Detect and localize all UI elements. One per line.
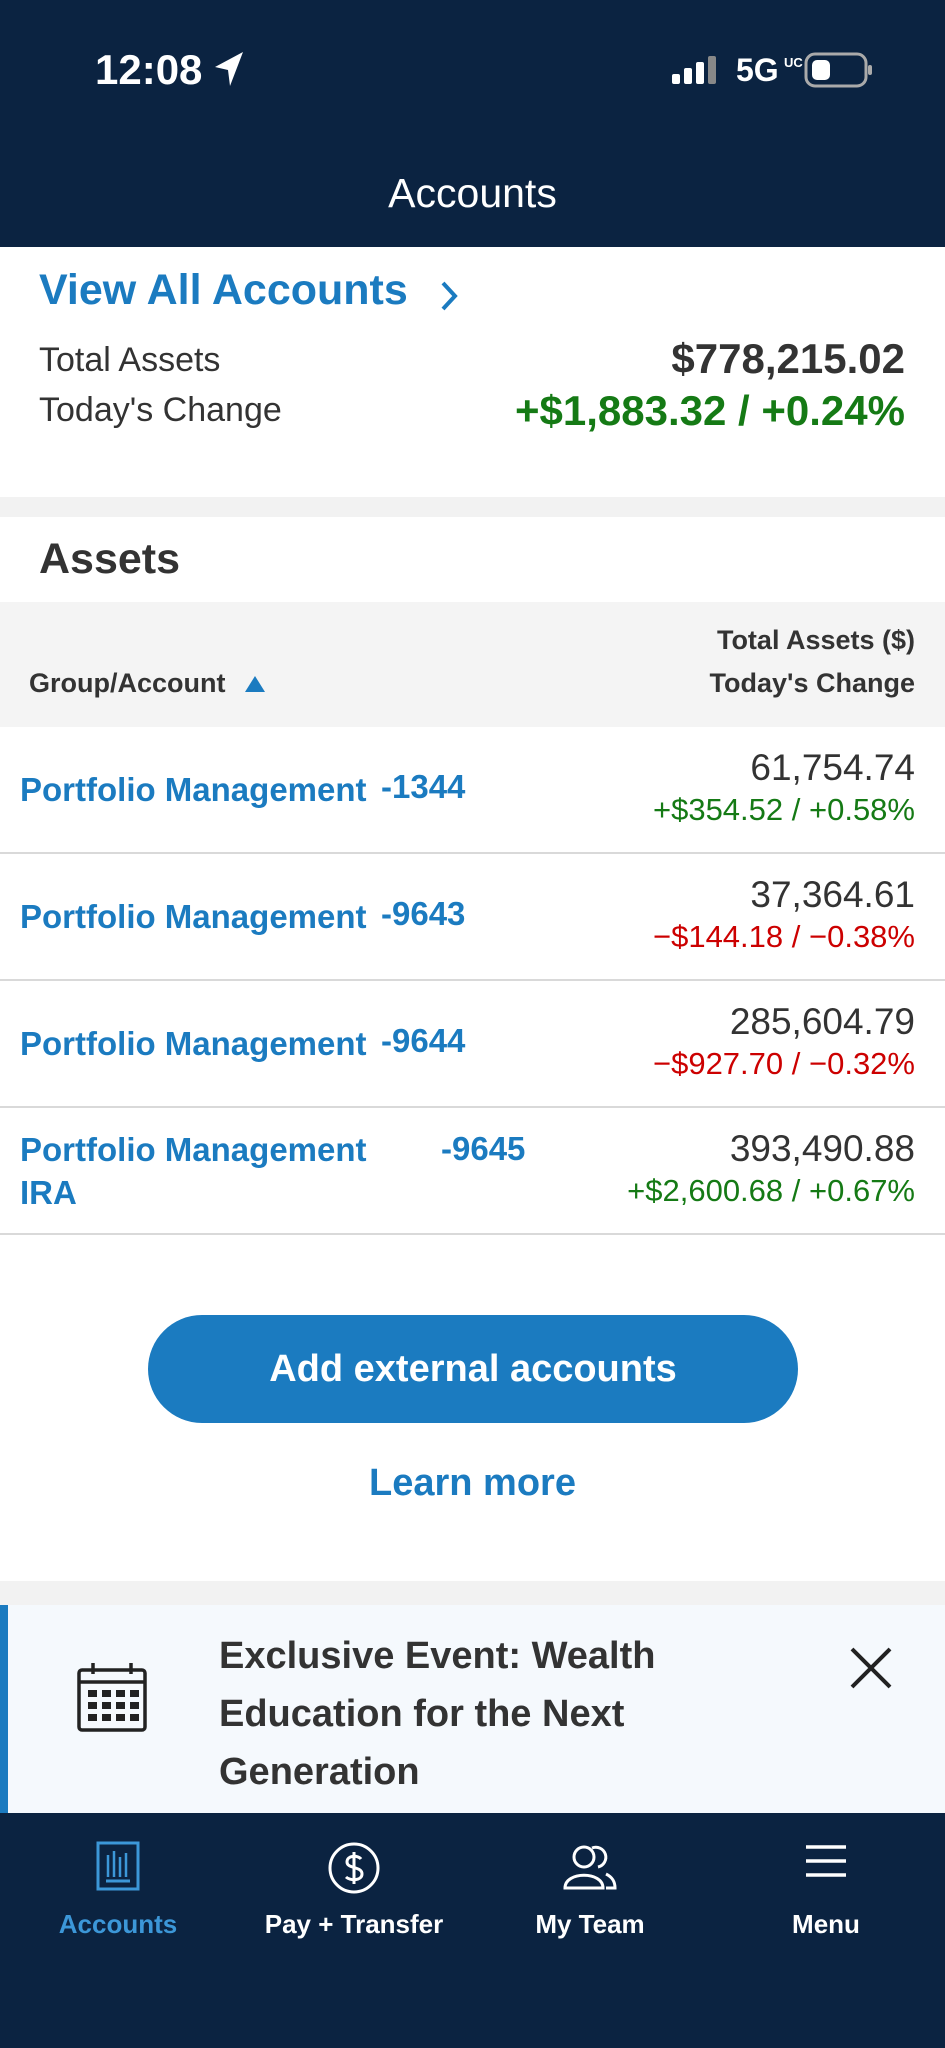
calendar-icon xyxy=(77,1663,147,1732)
nav-item[interactable]: My Team xyxy=(472,1813,708,1963)
nav-label[interactable]: Menu xyxy=(792,1909,860,1939)
header-title: Accounts xyxy=(388,170,557,216)
separator xyxy=(0,497,945,517)
col-total: Total Assets ($) xyxy=(716,625,915,655)
banner-text: Exclusive Event: Wealth Education for th… xyxy=(219,1635,656,1793)
account-number[interactable]: -9645 xyxy=(441,1130,526,1167)
account-row[interactable]: Portfolio Management -9644 285,604.79 −$927… xyxy=(0,981,945,1108)
table-header: Group/Account Total Assets ($) Today's C… xyxy=(0,602,945,727)
chevron-icon[interactable] xyxy=(438,278,462,314)
location-icon xyxy=(215,52,243,86)
account-row[interactable]: Portfolio Management -1344 61,754.74 +$354.… xyxy=(0,727,945,854)
account-number[interactable]: -1344 xyxy=(381,768,466,805)
account-change: −$144.18 / −0.38% xyxy=(652,919,915,954)
account-value: 393,490.88 xyxy=(729,1128,915,1169)
account-row[interactable]: Portfolio Management IRA -9645 393,490.88 +… xyxy=(0,1108,945,1235)
battery-icon xyxy=(804,52,872,88)
nav-icon[interactable] xyxy=(236,1841,472,1900)
nav-item[interactable]: Menu xyxy=(708,1813,944,1963)
banner: Exclusive Event: Wealth Education for th… xyxy=(0,1605,945,1813)
account-number[interactable]: -9643 xyxy=(381,895,466,932)
sort-icon[interactable] xyxy=(244,674,266,694)
account-name[interactable]: Portfolio Management xyxy=(20,771,367,808)
nav-item[interactable]: Accounts xyxy=(0,1813,236,1963)
change-label: Today's Change xyxy=(39,391,282,429)
account-number[interactable]: -9644 xyxy=(381,1022,466,1059)
close-icon[interactable] xyxy=(848,1645,894,1691)
total-label: Total Assets xyxy=(39,341,221,379)
network: 5G xyxy=(736,52,779,88)
nav-icon[interactable] xyxy=(0,1841,236,1896)
account-value: 37,364.61 xyxy=(750,874,915,915)
view-all-link[interactable]: View All Accounts xyxy=(39,266,408,314)
nav-label[interactable]: Accounts xyxy=(58,1909,178,1939)
account-name[interactable]: Portfolio Management xyxy=(20,898,367,935)
account-change: +$2,600.68 / +0.67% xyxy=(627,1173,915,1208)
account-value: 285,604.79 xyxy=(729,1001,915,1042)
account-name[interactable]: Portfolio Management xyxy=(20,1025,367,1062)
assets-heading: Assets xyxy=(39,535,181,583)
nav-icon[interactable] xyxy=(472,1841,708,1896)
top-bar: 12:08 5G UC Accounts xyxy=(0,0,945,247)
account-name[interactable]: Portfolio Management IRA xyxy=(20,1131,367,1211)
account-change: −$927.70 / −0.32% xyxy=(652,1046,915,1081)
account-value: 61,754.74 xyxy=(750,747,915,788)
add-button[interactable]: Add external accounts xyxy=(148,1315,798,1423)
signal-icon xyxy=(672,56,716,84)
account-change: +$354.52 / +0.58% xyxy=(652,792,915,827)
network-sup: UC xyxy=(784,55,803,70)
nav-item[interactable]: Pay + Transfer xyxy=(236,1813,472,1963)
bottom-nav: Accounts Pay + Transfer My Team Menu xyxy=(0,1813,945,2048)
change-value: +$1,883.32 / +0.24% xyxy=(515,387,905,434)
nav-label[interactable]: My Team xyxy=(535,1909,645,1939)
nav-icon[interactable] xyxy=(708,1841,944,1886)
time: 12:08 xyxy=(95,46,203,93)
separator xyxy=(0,1581,945,1605)
total-value: $778,215.02 xyxy=(671,335,905,382)
account-row[interactable]: Portfolio Management -9643 37,364.61 −$144.… xyxy=(0,854,945,981)
learn-more[interactable]: Learn more xyxy=(369,1462,576,1504)
nav-label[interactable]: Pay + Transfer xyxy=(264,1909,444,1939)
col-account[interactable]: Group/Account xyxy=(29,668,226,698)
col-change: Today's Change xyxy=(709,668,915,698)
